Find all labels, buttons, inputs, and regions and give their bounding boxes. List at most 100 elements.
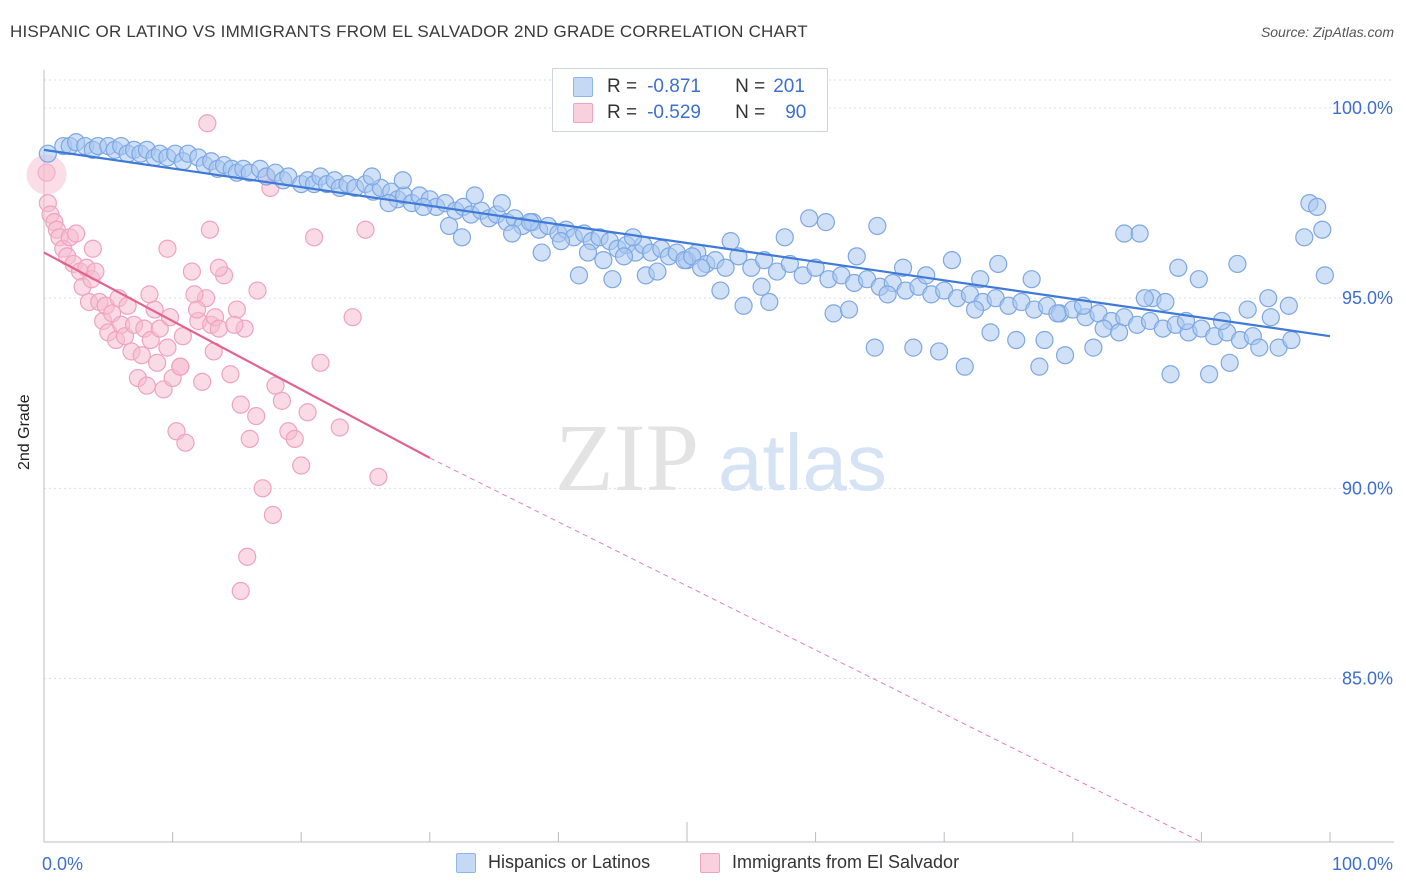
legend-label-el-salvador: Immigrants from El Salvador [732,852,960,872]
point-hispanics [379,194,398,213]
point-el-salvador [311,353,330,372]
point-el-salvador [253,479,272,498]
point-hispanics [929,342,949,361]
point-hispanics [503,224,522,243]
point-hispanics [1022,270,1041,289]
point-el-salvador [343,308,362,327]
point-hispanics [839,300,859,319]
point-hispanics [1048,304,1067,323]
point-hispanics [1313,220,1332,239]
trend-line-hispanics [43,148,1331,338]
y-tick-label: 95.0% [1342,288,1393,308]
point-hispanics [1295,228,1314,247]
point-hispanics [806,258,825,277]
legend-n-label: N = [735,102,766,123]
point-el-salvador [200,220,219,239]
point-hispanics [1115,224,1134,243]
point-hispanics [904,338,923,357]
point-hispanics [439,216,459,236]
legend-swatch-hispanics [456,852,476,873]
point-hispanics [1094,319,1113,338]
point-hispanics [1109,323,1129,342]
legend-item-hispanics: Hispanics or Latinos [456,852,650,873]
point-hispanics [1169,258,1188,277]
y-tick-label: 85.0% [1342,668,1393,688]
legend-r-value: -0.871 [647,76,701,97]
point-hispanics [1130,224,1149,243]
y-axis-label: 2nd Grade [16,394,33,470]
legend-swatch-hispanics [573,77,593,97]
point-hispanics [414,197,433,217]
point-hispanics [1308,197,1327,217]
point-el-salvador [238,547,257,566]
point-hispanics [614,247,634,266]
point-hispanics [971,270,990,289]
point-el-salvador [298,403,317,422]
point-el-salvador [225,315,244,334]
point-hispanics [532,243,551,262]
y-tick-label: 100.0% [1332,98,1393,118]
point-el-salvador [369,467,388,487]
point-hispanics [1007,330,1026,350]
point-el-salvador [248,281,267,300]
stats-legend: R = -0.871 N = 201 R = -0.529 N = 90 [552,68,828,132]
point-hispanics [648,262,667,281]
point-el-salvador [182,262,201,281]
legend-row-el-salvador: R = -0.529 N = 90 [573,101,806,125]
point-hispanics [692,258,711,277]
tick-labels: 85.0% 90.0% 95.0% 100.0% 0.0% 100.0% [42,98,1393,874]
point-hispanics [780,254,799,274]
point-el-salvador [292,456,311,475]
point-el-salvador [67,224,86,243]
point-hispanics [603,270,622,289]
x-tick-label: 0.0% [42,854,83,874]
point-el-salvador [137,376,156,395]
point-el-salvador [231,395,250,414]
point-el-salvador [185,285,204,304]
watermark-zip: ZIP [555,404,699,511]
point-hispanics [1259,289,1278,308]
point-hispanics [816,213,835,232]
watermark-atlas: atlas [718,418,887,507]
point-el-salvador [356,220,375,239]
point-hispanics [452,228,472,247]
point-hispanics [1228,254,1247,274]
legend-swatch-el-salvador [700,852,720,873]
point-hispanics [1279,296,1298,315]
point-hispanics [955,357,974,376]
point-hispanics [569,266,589,285]
point-el-salvador [158,338,177,357]
point-el-salvador [198,114,217,133]
legend-n-label: N = [735,76,766,97]
point-hispanics [1161,365,1180,384]
point-hispanics [734,296,753,315]
point-hispanics [1261,308,1280,327]
point-el-salvador [150,319,169,338]
point-el-salvador [272,391,292,410]
point-hispanics [1282,330,1301,350]
legend-n-value: 201 [773,76,805,97]
point-hispanics [942,251,962,270]
point-el-salvador [247,406,266,426]
point-el-salvador [263,505,283,525]
point-hispanics [1200,365,1219,384]
point-hispanics [878,285,897,304]
bottom-legend: Hispanics or Latinos Immigrants from El … [0,852,1406,878]
point-hispanics [1030,357,1049,376]
legend-n-value: 90 [785,102,807,123]
watermark: ZIP atlas [555,404,887,511]
point-el-salvador [330,418,349,437]
chart-title: HISPANIC OR LATINO VS IMMIGRANTS FROM EL… [10,22,808,41]
point-el-salvador [132,346,151,365]
legend-row-hispanics: R = -0.871 N = 201 [573,75,805,99]
point-el-salvador-large [26,154,67,195]
point-hispanics [989,254,1008,274]
point-hispanics [868,216,887,236]
point-hispanics [716,258,735,277]
point-el-salvador [221,365,240,384]
point-hispanics [711,281,730,300]
point-hispanics [1315,266,1334,285]
point-el-salvador [231,581,250,601]
point-hispanics [1250,338,1269,357]
